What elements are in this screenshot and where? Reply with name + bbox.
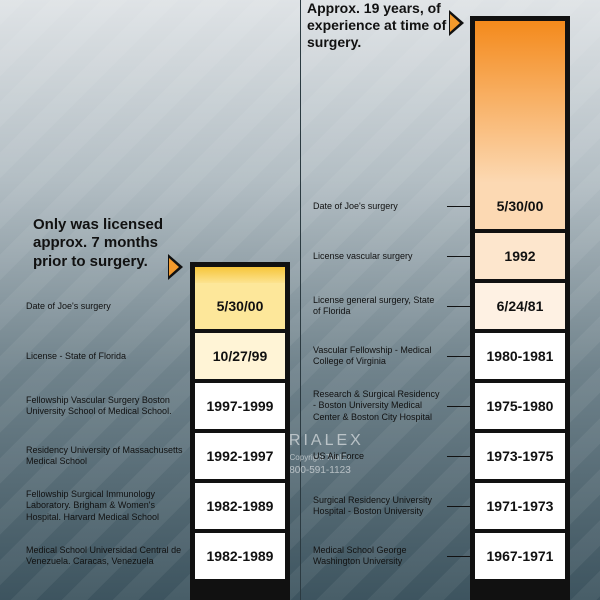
- left-row-label: License - State of Florida: [26, 350, 127, 361]
- right-value-cell: 1973-1975: [475, 433, 565, 479]
- watermark-line1: Copyright TrialEx: [289, 453, 351, 463]
- right-value-cell: 1967-1971: [475, 533, 565, 579]
- center-divider: [300, 0, 301, 600]
- right-value-cell: 1971-1973: [475, 483, 565, 529]
- watermark: TRIALEX Copyright TrialEx 800-591-1123: [240, 430, 400, 478]
- right-row-label: Medical School George Washington Univers…: [313, 544, 407, 566]
- right-leader-line: [447, 256, 470, 257]
- right-row-label: Research & Surgical Residency - Boston U…: [313, 389, 440, 422]
- left-pointer-icon: [168, 254, 183, 280]
- left-value-cell: 5/30/00: [195, 283, 285, 329]
- left-gradient-fill: [195, 267, 285, 285]
- right-leader-line: [447, 406, 470, 407]
- right-row-label: US Air Force: [313, 450, 365, 461]
- right-row-label: Surgical Residency University Hospital -…: [313, 494, 433, 516]
- right-leader-line: [447, 456, 470, 457]
- right-row-label: License vascular surgery: [313, 250, 413, 261]
- left-callout: Only was licensed approx. 7 months prior…: [33, 216, 164, 270]
- right-row-label: License general surgery, State of Florid…: [313, 294, 435, 316]
- watermark-brand: TRIALEX: [276, 432, 364, 449]
- right-row-label: Vascular Fellowship - Medical College of…: [313, 344, 432, 366]
- left-value-cell: 1982-1989: [195, 483, 285, 529]
- left-row-label: Date of Joe's surgery: [26, 300, 111, 311]
- right-leader-line: [447, 306, 470, 307]
- left-row-label: Medical School Universidad Central de Ve…: [26, 544, 182, 566]
- right-leader-line: [447, 556, 470, 557]
- left-row-label: Residency University of Massachusetts Me…: [26, 444, 183, 466]
- left-value-cell: 1997-1999: [195, 383, 285, 429]
- watermark-line2: 800-591-1123: [289, 464, 351, 476]
- right-value-cell: 5/30/00: [475, 183, 565, 229]
- right-value-cell: 1980-1981: [475, 333, 565, 379]
- left-value-cell: 10/27/99: [195, 333, 285, 379]
- right-value-cell: 6/24/81: [475, 283, 565, 329]
- right-value-cell: 1975-1980: [475, 383, 565, 429]
- left-row-label: Fellowship Surgical Immunology Laborator…: [26, 489, 160, 522]
- right-pointer-icon: [449, 10, 464, 36]
- right-leader-line: [447, 206, 470, 207]
- left-value-cell: 1992-1997: [195, 433, 285, 479]
- right-leader-line: [447, 506, 470, 507]
- right-callout: Approx. 19 years, of experience at time …: [307, 0, 447, 51]
- right-gradient-fill: [475, 21, 565, 183]
- right-leader-line: [447, 356, 470, 357]
- left-value-cell: 1982-1989: [195, 533, 285, 579]
- right-row-label: Date of Joe's surgery: [313, 200, 398, 211]
- right-value-cell: 1992: [475, 233, 565, 279]
- left-row-label: Fellowship Vascular Surgery Boston Unive…: [26, 394, 172, 416]
